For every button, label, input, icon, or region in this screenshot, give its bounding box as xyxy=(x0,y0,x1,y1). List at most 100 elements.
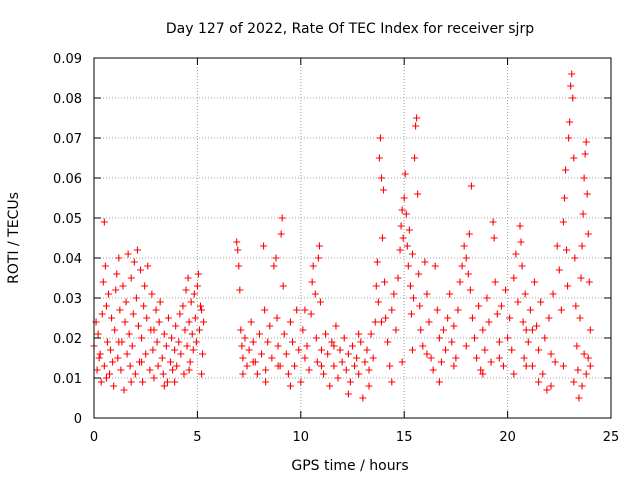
data-point-0-244 xyxy=(477,366,485,374)
data-point-0-149 xyxy=(316,298,324,306)
data-point-0-205 xyxy=(408,250,416,258)
data-point-0-96 xyxy=(199,350,207,358)
data-point-0-15 xyxy=(107,346,115,354)
data-point-0-112 xyxy=(255,330,263,338)
data-point-0-134 xyxy=(293,306,301,314)
data-point-0-309 xyxy=(581,150,589,158)
data-point-0-122 xyxy=(273,314,281,322)
data-point-0-179 xyxy=(374,298,382,306)
data-point-0-45 xyxy=(138,334,146,342)
data-point-0-257 xyxy=(502,286,510,294)
data-point-0-109 xyxy=(249,338,257,346)
data-point-0-165 xyxy=(349,342,356,350)
data-point-0-354 xyxy=(570,378,578,386)
data-point-0-210 xyxy=(414,190,422,198)
data-point-0-81 xyxy=(183,342,191,350)
data-point-0-232 xyxy=(456,278,464,286)
data-point-0-197 xyxy=(400,194,408,202)
data-point-0-336 xyxy=(344,390,352,398)
data-point-0-283 xyxy=(549,290,557,298)
data-point-0-324 xyxy=(160,382,168,390)
data-point-0-28 xyxy=(120,386,128,394)
data-point-0-328 xyxy=(239,370,247,378)
data-point-0-181 xyxy=(376,134,384,142)
y-axis-label: ROTI / TECUs xyxy=(6,192,22,284)
data-point-0-304 xyxy=(576,314,584,322)
data-point-0-155 xyxy=(328,338,336,346)
data-point-0-50 xyxy=(143,314,151,322)
data-point-0-212 xyxy=(416,302,424,310)
data-point-0-10 xyxy=(100,218,108,226)
data-point-0-52 xyxy=(146,366,154,374)
data-point-0-161 xyxy=(340,334,348,342)
data-point-0-272 xyxy=(526,306,534,314)
data-point-0-9 xyxy=(101,262,109,270)
data-point-0-292 xyxy=(564,282,572,290)
data-point-0-152 xyxy=(322,330,330,338)
data-point-0-189 xyxy=(388,306,396,314)
data-point-0-100 xyxy=(235,262,243,270)
data-point-0-276 xyxy=(535,346,543,354)
tick-labels: 0 5 10 15 20 25 0 0.01 0.02 0.03 0.04 0.05 0.06 0.07 0… xyxy=(53,52,619,445)
data-point-0-156 xyxy=(330,362,338,370)
data-point-0-312 xyxy=(584,230,592,238)
data-point-0-281 xyxy=(545,314,553,322)
data-point-0-247 xyxy=(483,294,491,302)
data-point-0-253 xyxy=(493,310,501,318)
data-point-0-323 xyxy=(150,326,158,334)
data-point-0-191 xyxy=(392,326,400,334)
data-point-0-121 xyxy=(272,254,280,262)
data-point-0-56 xyxy=(150,374,158,382)
data-point-0-24 xyxy=(116,306,124,314)
data-point-0-180 xyxy=(375,154,383,162)
data-point-0-274 xyxy=(530,278,538,286)
data-point-0-268 xyxy=(520,354,528,362)
data-point-0-294 xyxy=(566,118,574,126)
data-point-0-6 xyxy=(98,310,106,318)
data-point-0-223 xyxy=(437,358,445,366)
data-point-0-186 xyxy=(382,314,390,322)
data-point-0-32 xyxy=(124,250,132,258)
data-point-0-234 xyxy=(460,242,468,250)
data-point-0-46 xyxy=(139,378,147,386)
data-point-0-137 xyxy=(299,326,307,334)
data-point-0-72 xyxy=(172,322,180,330)
data-point-0-87 xyxy=(189,346,197,354)
data-point-0-69 xyxy=(168,334,176,342)
data-point-0-300 xyxy=(572,302,580,310)
data-point-0-299 xyxy=(571,254,579,262)
data-point-0-86 xyxy=(188,330,196,338)
data-point-0-307 xyxy=(579,210,587,218)
data-point-0-331 xyxy=(274,362,282,370)
data-point-0-213 xyxy=(417,326,425,334)
data-point-0-226 xyxy=(444,314,452,322)
y-tick-label-6: 0.06 xyxy=(53,172,82,187)
data-point-0-296 xyxy=(568,70,576,78)
data-point-0-117 xyxy=(264,338,272,346)
data-point-0-143 xyxy=(309,262,317,270)
data-point-0-116 xyxy=(262,366,270,374)
data-point-0-3 xyxy=(94,330,102,338)
data-point-0-20 xyxy=(112,286,120,294)
data-point-0-171 xyxy=(361,358,369,366)
data-point-0-202 xyxy=(405,226,413,234)
data-point-0-216 xyxy=(423,290,431,298)
data-point-0-33 xyxy=(125,330,133,338)
data-point-0-355 xyxy=(580,350,588,358)
data-point-0-55 xyxy=(149,346,157,354)
data-point-0-219 xyxy=(429,366,437,374)
data-point-0-113 xyxy=(258,350,266,358)
axis-ticks xyxy=(93,57,612,419)
data-point-0-145 xyxy=(312,334,320,342)
data-point-0-22 xyxy=(114,354,122,362)
y-tick-label-9: 0.09 xyxy=(53,52,82,67)
plot-frame xyxy=(93,57,612,419)
data-point-0-285 xyxy=(553,242,561,250)
data-point-0-94 xyxy=(197,302,205,310)
data-point-0-85 xyxy=(187,298,195,306)
data-point-0-157 xyxy=(332,322,340,330)
data-point-0-92 xyxy=(194,270,202,278)
data-point-0-71 xyxy=(171,346,179,354)
data-point-0-64 xyxy=(160,330,168,338)
data-point-0-41 xyxy=(133,246,141,254)
